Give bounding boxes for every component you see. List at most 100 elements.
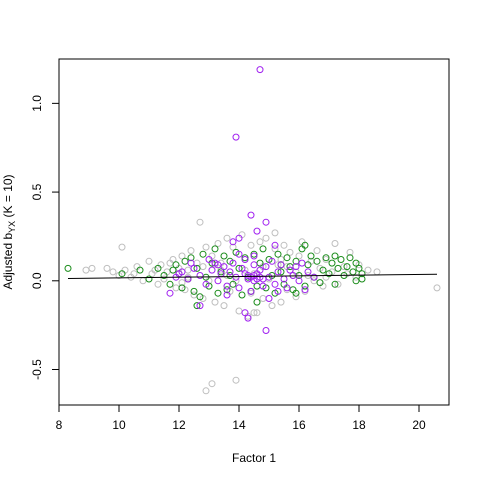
data-point [178, 252, 186, 260]
data-point [187, 247, 195, 255]
data-point [262, 218, 270, 226]
data-point [253, 227, 261, 235]
data-point [343, 263, 351, 271]
data-point [253, 309, 261, 317]
data-point [274, 268, 282, 276]
data-point [232, 273, 240, 281]
data-point [328, 259, 336, 267]
data-point [259, 282, 267, 290]
data-point [214, 261, 222, 269]
data-point [103, 264, 111, 272]
data-point [190, 264, 198, 272]
data-point [274, 250, 282, 258]
data-point [232, 133, 240, 141]
data-point [235, 250, 243, 258]
data-point [208, 266, 216, 274]
data-point [265, 295, 273, 302]
data-point [226, 268, 234, 276]
data-point [292, 289, 300, 297]
data-point [118, 270, 126, 278]
data-point [172, 261, 180, 269]
series-2 [166, 66, 318, 334]
data-point [196, 302, 204, 310]
data-point [262, 234, 270, 242]
data-point [310, 273, 318, 281]
data-point [235, 264, 243, 272]
data-point [214, 289, 222, 297]
data-point [274, 261, 282, 269]
x-tick-label: 14 [232, 418, 246, 432]
data-point [271, 280, 279, 288]
x-axis: 8 10 12 14 16 18 20 [56, 404, 426, 432]
data-point [271, 245, 279, 253]
regression-line-layer [67, 273, 438, 279]
data-point [229, 238, 237, 246]
data-point [250, 309, 258, 317]
data-point [277, 298, 285, 306]
data-point [202, 280, 210, 288]
data-point [286, 266, 294, 274]
data-point [244, 314, 252, 322]
data-point [223, 286, 231, 294]
data-point [178, 284, 186, 292]
data-point [223, 291, 231, 299]
data-point [313, 257, 321, 265]
data-point [205, 256, 213, 263]
y-tick-label: 0.0 [30, 272, 44, 289]
data-point [346, 254, 354, 262]
data-point [196, 218, 204, 226]
data-point [316, 279, 324, 287]
data-point [334, 280, 342, 288]
data-point [277, 261, 285, 269]
data-point [235, 284, 243, 292]
data-point [247, 241, 255, 249]
data-point [301, 282, 309, 290]
data-point [145, 275, 153, 283]
data-point [169, 266, 177, 274]
data-point [238, 291, 246, 299]
data-point [277, 268, 285, 276]
data-point [166, 289, 174, 297]
data-point [259, 245, 267, 253]
data-point [250, 252, 258, 260]
y-tick-label: -0.5 [30, 359, 44, 380]
data-point [292, 293, 300, 301]
data-point [295, 277, 303, 285]
data-point [268, 302, 276, 310]
data-point [196, 272, 204, 279]
data-point [319, 266, 327, 274]
data-point [247, 287, 255, 295]
data-point [187, 254, 195, 262]
data-point [352, 259, 360, 267]
data-point [283, 284, 291, 292]
data-point [118, 243, 126, 251]
y-axis-title: Adjusted bYX (K = 10) [1, 174, 17, 289]
data-point [208, 380, 216, 388]
y-axis-title-main: Adjusted b [1, 233, 15, 290]
x-tick-label: 12 [172, 418, 186, 432]
data-point [271, 241, 279, 249]
data-point [256, 238, 264, 246]
data-point [178, 279, 186, 287]
data-point [301, 286, 309, 294]
data-point [154, 280, 162, 288]
data-point [241, 256, 249, 263]
data-point [211, 298, 219, 306]
data-point [274, 287, 282, 295]
data-point [271, 229, 279, 237]
x-axis-title: Factor 1 [232, 451, 276, 465]
data-point [298, 259, 306, 267]
data-point [358, 275, 366, 283]
data-point [355, 264, 363, 272]
data-point [346, 248, 354, 256]
y-tick-label: 0.5 [30, 183, 44, 200]
data-point [184, 275, 192, 283]
data-point [109, 268, 117, 276]
data-point [238, 264, 246, 272]
data-point [307, 252, 315, 260]
data-point [364, 266, 372, 274]
points-layer [64, 66, 441, 395]
data-point [268, 257, 276, 265]
